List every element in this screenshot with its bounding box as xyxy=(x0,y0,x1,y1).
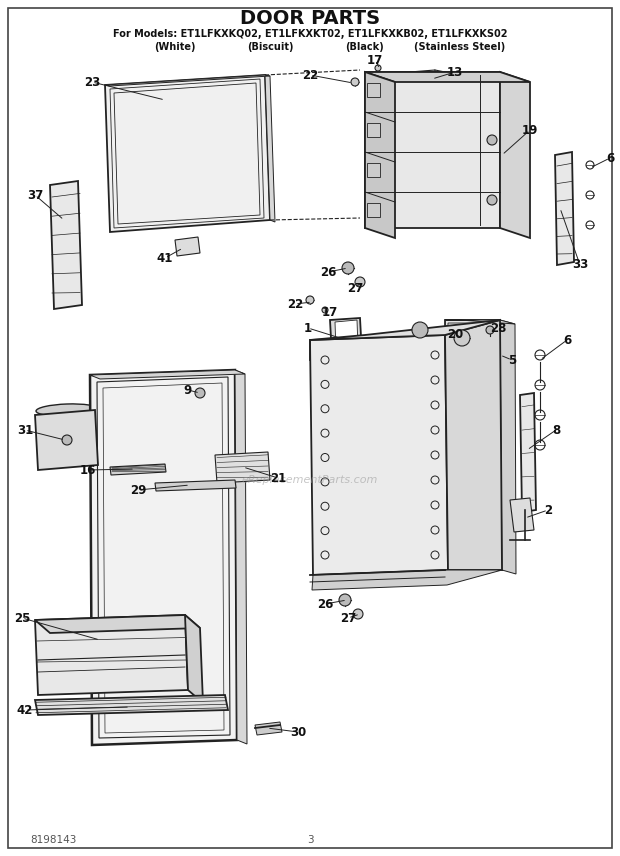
Text: (Stainless Steel): (Stainless Steel) xyxy=(414,42,506,52)
Text: 28: 28 xyxy=(490,322,506,335)
Text: 25: 25 xyxy=(14,611,30,625)
Polygon shape xyxy=(510,498,534,532)
Text: (Biscuit): (Biscuit) xyxy=(247,42,293,52)
Text: For Models: ET1LFKXKQ02, ET1LFKXKT02, ET1LFKXKB02, ET1LFKXKS02: For Models: ET1LFKXKQ02, ET1LFKXKT02, ET… xyxy=(113,29,507,39)
Polygon shape xyxy=(175,237,200,256)
Text: 33: 33 xyxy=(572,259,588,271)
Text: 13: 13 xyxy=(447,66,463,79)
Text: 6: 6 xyxy=(606,152,614,164)
Text: 17: 17 xyxy=(367,54,383,67)
Polygon shape xyxy=(555,152,574,265)
Text: 6: 6 xyxy=(563,334,571,347)
Polygon shape xyxy=(35,410,98,470)
Polygon shape xyxy=(312,570,502,590)
Circle shape xyxy=(375,65,381,71)
Text: 22: 22 xyxy=(287,298,303,311)
Polygon shape xyxy=(90,370,237,745)
Polygon shape xyxy=(310,320,500,340)
Circle shape xyxy=(342,262,354,274)
Polygon shape xyxy=(445,320,502,570)
Polygon shape xyxy=(367,83,380,97)
Circle shape xyxy=(62,435,72,445)
Text: 27: 27 xyxy=(340,611,356,625)
Text: 2: 2 xyxy=(544,503,552,516)
Polygon shape xyxy=(335,320,358,352)
Polygon shape xyxy=(410,70,437,88)
Ellipse shape xyxy=(36,404,98,416)
Polygon shape xyxy=(445,320,502,570)
Circle shape xyxy=(412,322,428,338)
Polygon shape xyxy=(500,72,530,238)
Polygon shape xyxy=(255,722,282,735)
Text: 8198143: 8198143 xyxy=(30,835,76,845)
Text: 5: 5 xyxy=(508,354,516,366)
Circle shape xyxy=(487,195,497,205)
Polygon shape xyxy=(105,75,270,86)
Polygon shape xyxy=(367,123,380,137)
Polygon shape xyxy=(35,695,228,715)
Circle shape xyxy=(353,609,363,619)
Polygon shape xyxy=(35,615,200,633)
Circle shape xyxy=(454,330,470,346)
Text: 1: 1 xyxy=(304,322,312,335)
Circle shape xyxy=(351,78,359,86)
Polygon shape xyxy=(110,464,166,475)
Text: eReplacementParts.com: eReplacementParts.com xyxy=(242,475,378,485)
Text: 20: 20 xyxy=(447,328,463,341)
Polygon shape xyxy=(50,181,82,309)
Text: 30: 30 xyxy=(290,726,306,739)
Circle shape xyxy=(355,277,365,287)
Text: 42: 42 xyxy=(17,704,33,716)
Polygon shape xyxy=(445,320,515,324)
Polygon shape xyxy=(105,75,270,232)
Text: (White): (White) xyxy=(154,42,196,52)
Polygon shape xyxy=(365,72,500,228)
Text: 8: 8 xyxy=(552,424,560,437)
Polygon shape xyxy=(367,163,380,177)
Text: 21: 21 xyxy=(270,472,286,484)
Polygon shape xyxy=(365,72,530,82)
Text: (Black): (Black) xyxy=(345,42,384,52)
Text: 9: 9 xyxy=(184,383,192,396)
Polygon shape xyxy=(155,480,236,491)
Polygon shape xyxy=(185,615,203,703)
Polygon shape xyxy=(500,320,516,574)
Text: 23: 23 xyxy=(84,75,100,88)
Text: DOOR PARTS: DOOR PARTS xyxy=(240,9,380,27)
Text: 22: 22 xyxy=(302,68,318,81)
Text: 26: 26 xyxy=(317,597,333,610)
Polygon shape xyxy=(215,452,270,483)
Circle shape xyxy=(339,594,351,606)
Polygon shape xyxy=(367,203,380,217)
Text: 17: 17 xyxy=(322,306,338,319)
Text: 37: 37 xyxy=(27,188,43,201)
Polygon shape xyxy=(90,370,245,379)
Text: 3: 3 xyxy=(307,835,313,845)
Text: 31: 31 xyxy=(17,424,33,437)
Polygon shape xyxy=(365,72,395,238)
Polygon shape xyxy=(310,335,448,575)
Circle shape xyxy=(322,307,328,313)
Circle shape xyxy=(195,388,205,398)
Text: 27: 27 xyxy=(347,282,363,294)
Polygon shape xyxy=(265,75,275,222)
Polygon shape xyxy=(330,318,362,357)
Circle shape xyxy=(486,326,494,334)
Polygon shape xyxy=(520,393,536,512)
Circle shape xyxy=(487,135,497,145)
Text: 41: 41 xyxy=(157,252,173,265)
Text: 19: 19 xyxy=(522,123,538,136)
Circle shape xyxy=(306,296,314,304)
Text: 16: 16 xyxy=(80,463,96,477)
Polygon shape xyxy=(235,370,247,744)
Text: 29: 29 xyxy=(130,484,146,496)
Polygon shape xyxy=(35,615,188,695)
Text: 26: 26 xyxy=(320,265,336,278)
